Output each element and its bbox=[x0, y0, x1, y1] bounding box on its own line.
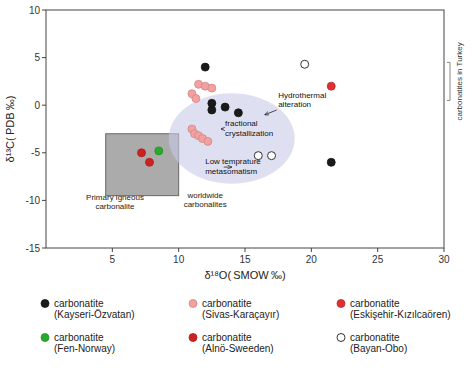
y-tick-label: -15 bbox=[26, 243, 41, 254]
annotation: worldwidecarbonalites bbox=[184, 191, 227, 210]
bracket bbox=[447, 62, 450, 100]
legend-marker bbox=[337, 334, 345, 342]
y-tick bbox=[42, 105, 46, 106]
y-tick bbox=[42, 200, 46, 201]
bracket-label: carbonatites in Turkey bbox=[455, 42, 464, 120]
legend-label: carbonatite(Fen-Norway) bbox=[54, 332, 115, 354]
y-axis-label: δ¹³C( PDB ‰) bbox=[4, 96, 16, 163]
point bbox=[208, 106, 216, 114]
plot-frame bbox=[46, 10, 444, 248]
text-line: (Alnö-Sweeden) bbox=[202, 343, 274, 354]
x-tick bbox=[444, 248, 445, 252]
legend-marker bbox=[189, 300, 197, 308]
text-line: carbonatite bbox=[202, 332, 252, 343]
text-line: alteration bbox=[278, 100, 311, 109]
point bbox=[201, 63, 209, 71]
x-tick-label: 10 bbox=[173, 254, 185, 265]
text-line: (Sivas-Karaçayır) bbox=[202, 309, 279, 320]
text-line: carbonalite bbox=[95, 202, 135, 211]
legend-marker bbox=[337, 300, 345, 308]
y-tick-label: 5 bbox=[34, 52, 40, 63]
annotation-arrow bbox=[265, 110, 277, 115]
legend-marker bbox=[41, 334, 49, 342]
y-tick bbox=[42, 152, 46, 153]
text-line: (Bayan-Obo) bbox=[350, 343, 407, 354]
point bbox=[327, 158, 335, 166]
x-tick bbox=[112, 248, 113, 252]
x-tick bbox=[311, 248, 312, 252]
point bbox=[208, 84, 216, 92]
point bbox=[155, 147, 163, 155]
point bbox=[192, 95, 200, 103]
text-line: carbonatite bbox=[54, 332, 104, 343]
point bbox=[221, 103, 229, 111]
y-tick-label: 0 bbox=[34, 100, 40, 111]
region-ellipse bbox=[169, 93, 295, 183]
annotation-arrow bbox=[224, 167, 232, 168]
point bbox=[145, 158, 153, 166]
y-tick-label: -5 bbox=[31, 147, 40, 158]
text-line: Hydrothermal bbox=[278, 91, 326, 100]
y-tick bbox=[42, 248, 46, 249]
legend-marker bbox=[189, 334, 197, 342]
text-line: crystallization bbox=[225, 129, 273, 138]
legend-label: carbonatite(Eskişehir-Kızılcaören) bbox=[350, 298, 451, 320]
x-tick bbox=[377, 248, 378, 252]
legend: carbonatite(Kayseri-Özvatan)carbonatite(… bbox=[41, 298, 451, 354]
legend-label: carbonatite(Kayseri-Özvatan) bbox=[54, 298, 135, 320]
chart: 5 10 15 20 25 30 -15 -10 -5 0 5 10 δ¹⁸O( SMOW ‰) δ¹³C… bbox=[0, 0, 474, 376]
text-line: carbonatite bbox=[350, 298, 400, 309]
text-line: (Eskişehir-Kızılcaören) bbox=[350, 309, 451, 320]
x-tick-label: 25 bbox=[372, 254, 384, 265]
legend-label: carbonatite(Bayan-Obo) bbox=[350, 332, 407, 354]
text-line: worldwide bbox=[186, 191, 223, 200]
x-tick-label: 5 bbox=[110, 254, 116, 265]
y-tick-label: 10 bbox=[29, 5, 41, 16]
text-line: fractional bbox=[225, 119, 258, 128]
point bbox=[138, 149, 146, 157]
legend-label: carbonatite(Sivas-Karaçayır) bbox=[202, 298, 279, 320]
annotation: fractionalcrystallization bbox=[225, 119, 273, 138]
y-tick bbox=[42, 57, 46, 58]
text-line: carbonatite bbox=[350, 332, 400, 343]
legend-marker bbox=[41, 300, 49, 308]
point bbox=[234, 109, 242, 117]
y-tick bbox=[42, 10, 46, 11]
point bbox=[268, 152, 276, 160]
x-tick-label: 20 bbox=[306, 254, 318, 265]
point bbox=[301, 60, 309, 68]
text-line: (Kayseri-Özvatan) bbox=[54, 309, 135, 320]
point bbox=[327, 82, 335, 90]
plot-area bbox=[106, 60, 336, 195]
annotation-arrow bbox=[221, 128, 223, 129]
plot-background bbox=[46, 10, 444, 248]
annotation: Low tempraturemetasomatism bbox=[205, 157, 261, 176]
x-tick bbox=[178, 248, 179, 252]
text-line: Low temprature bbox=[205, 157, 261, 166]
region-rectangle bbox=[106, 134, 179, 196]
point bbox=[204, 137, 212, 145]
x-tick-label: 15 bbox=[239, 254, 251, 265]
text-line: carbonalites bbox=[184, 200, 227, 209]
text-line: (Fen-Norway) bbox=[54, 343, 115, 354]
text-line: metasomatism bbox=[205, 167, 257, 176]
annotation: Primary igneouscarbonalite bbox=[86, 193, 144, 212]
text-line: Primary igneous bbox=[86, 193, 144, 202]
x-tick-label: 30 bbox=[438, 254, 450, 265]
legend-label: carbonatite(Alnö-Sweeden) bbox=[202, 332, 274, 354]
x-tick bbox=[245, 248, 246, 252]
y-tick-label: -10 bbox=[26, 195, 41, 206]
text-line: carbonatite bbox=[54, 298, 104, 309]
x-axis-label: δ¹⁸O( SMOW ‰) bbox=[204, 269, 285, 281]
annotation: Hydrothermalalteration bbox=[278, 91, 326, 110]
text-line: carbonatite bbox=[202, 298, 252, 309]
